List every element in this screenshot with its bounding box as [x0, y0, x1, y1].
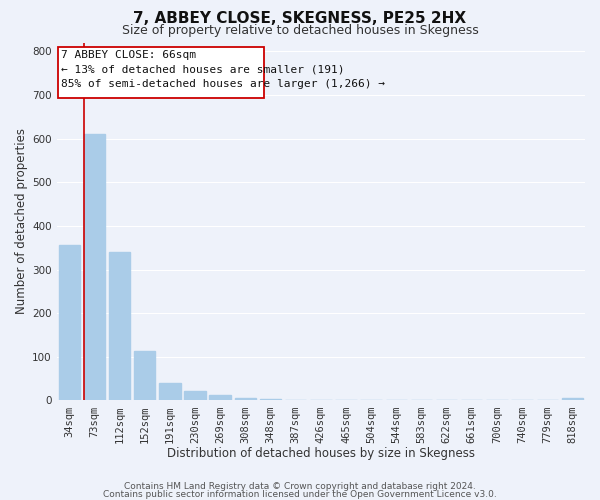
- X-axis label: Distribution of detached houses by size in Skegness: Distribution of detached houses by size …: [167, 447, 475, 460]
- Text: Contains public sector information licensed under the Open Government Licence v3: Contains public sector information licen…: [103, 490, 497, 499]
- Text: Size of property relative to detached houses in Skegness: Size of property relative to detached ho…: [122, 24, 478, 37]
- Bar: [83, 134, 105, 400]
- Bar: [562, 398, 583, 400]
- Bar: [59, 246, 80, 400]
- Bar: [209, 395, 231, 400]
- Bar: [260, 399, 281, 400]
- Text: Contains HM Land Registry data © Crown copyright and database right 2024.: Contains HM Land Registry data © Crown c…: [124, 482, 476, 491]
- Bar: [235, 398, 256, 400]
- Text: 7 ABBEY CLOSE: 66sqm
← 13% of detached houses are smaller (191)
85% of semi-deta: 7 ABBEY CLOSE: 66sqm ← 13% of detached h…: [61, 50, 385, 89]
- Bar: [134, 351, 155, 401]
- Text: 7, ABBEY CLOSE, SKEGNESS, PE25 2HX: 7, ABBEY CLOSE, SKEGNESS, PE25 2HX: [133, 11, 467, 26]
- Bar: [159, 383, 181, 400]
- Y-axis label: Number of detached properties: Number of detached properties: [15, 128, 28, 314]
- Bar: [184, 391, 206, 400]
- FancyBboxPatch shape: [58, 47, 265, 98]
- Bar: [109, 252, 130, 400]
